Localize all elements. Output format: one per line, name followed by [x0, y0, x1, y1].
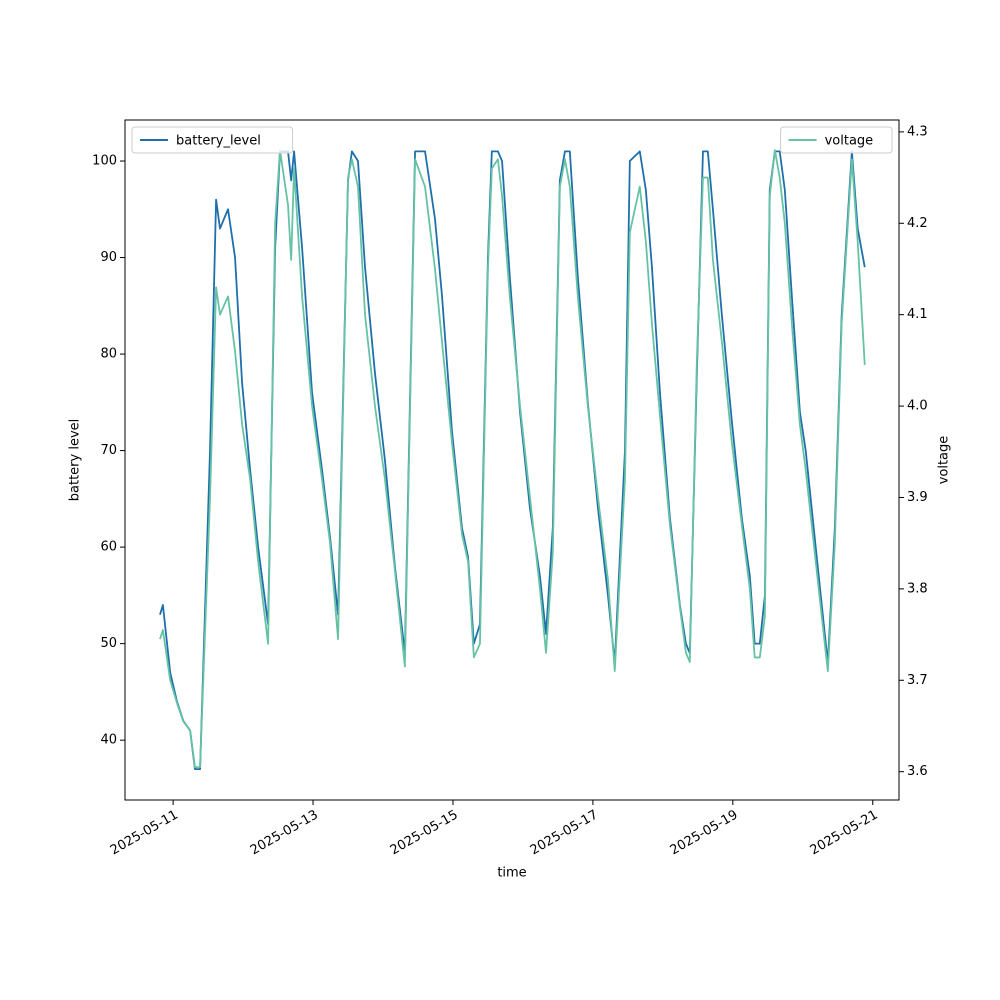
y2-tick-label: 4.1 [907, 307, 928, 322]
y2-axis-label: voltage [937, 436, 952, 485]
legend-box [131, 126, 294, 154]
legend-box [780, 126, 893, 154]
y2-tick-label: 3.7 [907, 673, 928, 688]
series-line [159, 149, 866, 768]
y-tick-label: 100 [92, 154, 117, 169]
y-axis-label: battery level [68, 419, 83, 502]
y-tick-label: 90 [100, 250, 117, 265]
legend-label: voltage [825, 134, 874, 149]
y2-tick-label: 4.3 [907, 124, 928, 139]
y2-tick-label: 3.6 [907, 764, 928, 779]
y2-tick-label: 3.9 [907, 490, 928, 505]
y-tick-label: 80 [100, 347, 117, 362]
y2-tick-label: 4.0 [907, 399, 928, 414]
y-tick-label: 50 [100, 636, 117, 651]
y-tick-label: 70 [100, 443, 117, 458]
y-tick-label: 40 [100, 733, 117, 748]
y-tick-label: 60 [100, 540, 117, 555]
y2-tick-label: 3.8 [907, 581, 928, 596]
legend-label: battery_level [176, 134, 261, 149]
y2-tick-label: 4.2 [907, 216, 928, 231]
axes-frame [124, 119, 900, 801]
x-axis-label: time [497, 866, 526, 881]
